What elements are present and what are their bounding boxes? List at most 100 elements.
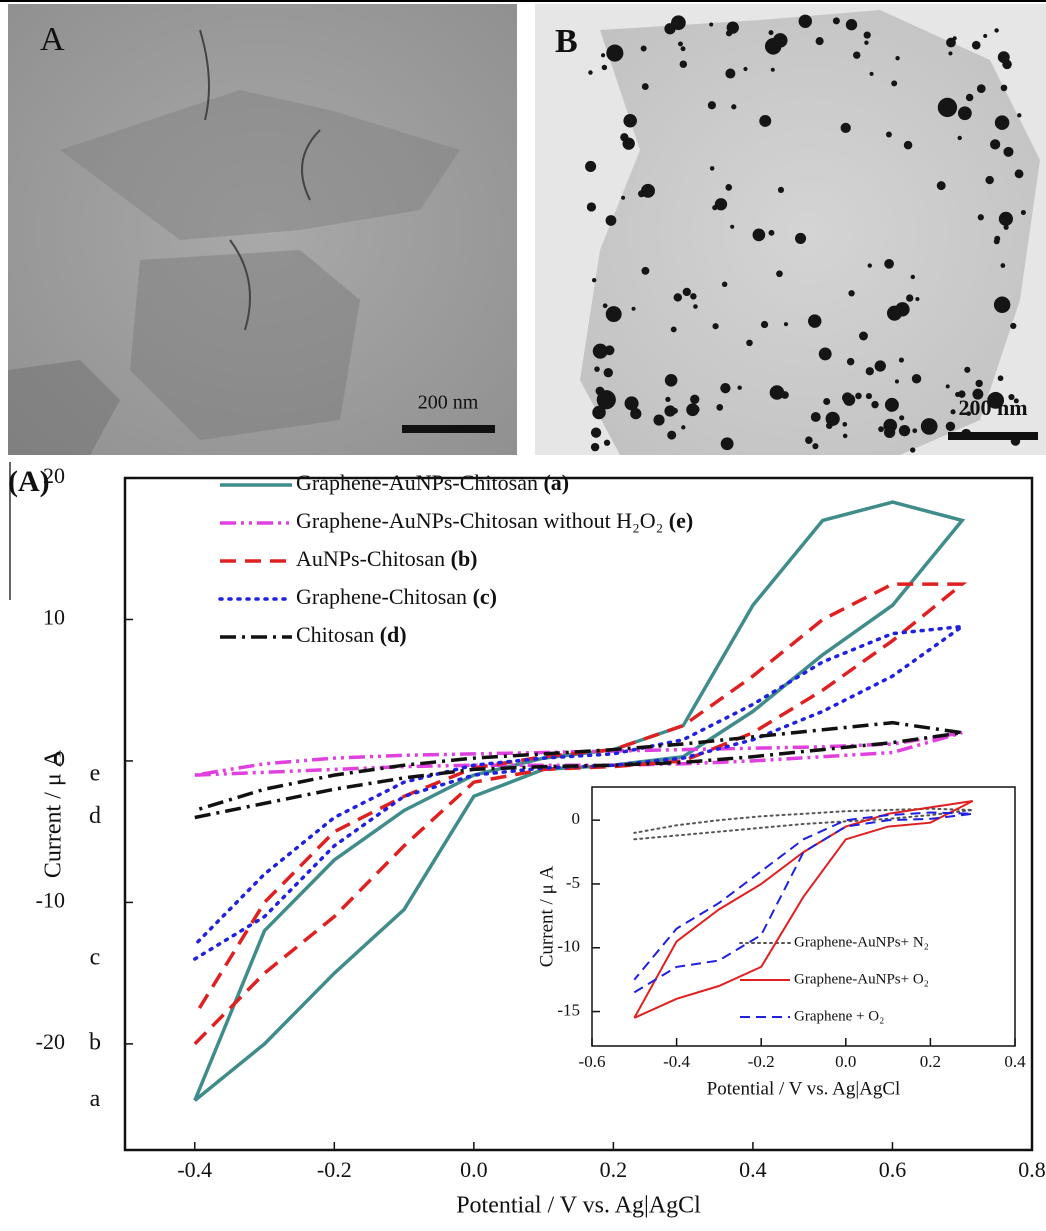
particle <box>891 80 898 87</box>
legend-label: AuNPs-Chitosan (b) <box>296 546 478 571</box>
x-tick-label: 0.8 <box>1018 1157 1046 1182</box>
particle <box>1020 210 1026 216</box>
particle <box>855 392 862 400</box>
particle <box>743 66 748 72</box>
particle <box>842 392 853 404</box>
series-line <box>193 582 968 1046</box>
particle <box>764 38 782 55</box>
particle <box>725 68 736 79</box>
particle <box>950 409 956 415</box>
x-tick-label: -0.6 <box>579 1052 606 1071</box>
particle <box>810 411 821 422</box>
particle <box>712 323 719 330</box>
particle <box>964 366 971 373</box>
particle <box>671 15 686 31</box>
particle <box>783 322 789 327</box>
particle <box>994 115 1010 130</box>
y-tick-label: -15 <box>557 1000 580 1019</box>
particle <box>653 414 665 426</box>
particle <box>878 426 884 433</box>
particle <box>832 17 840 25</box>
series-line <box>193 624 969 961</box>
y-tick-label: 10 <box>43 605 65 630</box>
particle <box>603 367 613 378</box>
particle <box>681 425 686 430</box>
particle <box>737 385 742 390</box>
particle <box>760 320 769 329</box>
curve-label: e <box>90 761 101 787</box>
particle <box>912 428 918 434</box>
scale-bar-label: 200 nm <box>418 392 479 414</box>
particle <box>594 366 600 372</box>
curve-label: b <box>89 1029 101 1055</box>
y-tick-label: -20 <box>36 1029 65 1054</box>
particle <box>1000 263 1006 268</box>
particle <box>752 228 766 242</box>
particle <box>976 84 986 93</box>
particle <box>1003 224 1009 230</box>
particle <box>842 433 848 439</box>
particle <box>604 345 615 356</box>
particle <box>823 397 831 405</box>
particle <box>957 106 972 121</box>
particle <box>971 40 981 50</box>
particle <box>915 297 920 302</box>
series-line <box>194 730 963 777</box>
x-tick-label: 0.6 <box>879 1157 907 1182</box>
y-tick-label: -10 <box>36 887 65 912</box>
particle <box>795 232 807 244</box>
particle <box>869 71 874 76</box>
particle <box>1013 398 1019 404</box>
x-tick-label: -0.4 <box>177 1157 212 1182</box>
particle <box>641 266 650 275</box>
particle <box>977 214 984 221</box>
particle <box>693 304 698 309</box>
particle <box>848 290 855 297</box>
particle <box>993 296 1011 314</box>
particle <box>667 430 677 440</box>
y-tick-label: 0 <box>572 809 581 828</box>
particle <box>1003 146 1014 157</box>
y-axis-label: Current / μ A <box>536 865 557 967</box>
particle <box>600 53 606 58</box>
particle <box>725 184 733 191</box>
particle <box>808 314 822 328</box>
x-axis-label: Potential / V vs. Ag|AgCl <box>707 1079 901 1100</box>
particle <box>730 224 735 229</box>
particle <box>812 443 819 450</box>
particle <box>725 30 733 37</box>
particle <box>975 379 983 388</box>
particle <box>958 390 966 398</box>
y-tick-label: -5 <box>566 873 580 892</box>
particle <box>885 131 892 138</box>
particle <box>910 274 916 280</box>
tem-image-a: A 200 nm <box>8 4 517 455</box>
particle <box>721 281 728 288</box>
legend-label: Graphene + O₂ <box>794 1008 884 1024</box>
panel-label: (A) <box>8 465 50 498</box>
particle <box>910 447 916 453</box>
x-tick-label: -0.2 <box>748 1052 775 1071</box>
series-line <box>194 720 963 820</box>
image-label: B <box>555 23 578 60</box>
particle <box>591 277 597 283</box>
particle <box>714 198 728 211</box>
particle <box>936 181 946 191</box>
plot-frame <box>591 786 1016 1047</box>
plot-frame <box>123 476 1034 1152</box>
particle <box>590 442 600 452</box>
particle <box>853 51 861 59</box>
particle <box>588 70 593 75</box>
particle <box>997 375 1004 382</box>
particle <box>865 393 873 400</box>
series-line <box>633 811 973 994</box>
x-tick-label: 0.4 <box>739 1157 767 1182</box>
particle <box>903 140 913 150</box>
particle <box>601 64 608 71</box>
particle <box>621 195 626 200</box>
particle <box>690 394 700 404</box>
particle <box>671 407 678 414</box>
particle <box>955 391 961 397</box>
particle <box>865 367 874 376</box>
